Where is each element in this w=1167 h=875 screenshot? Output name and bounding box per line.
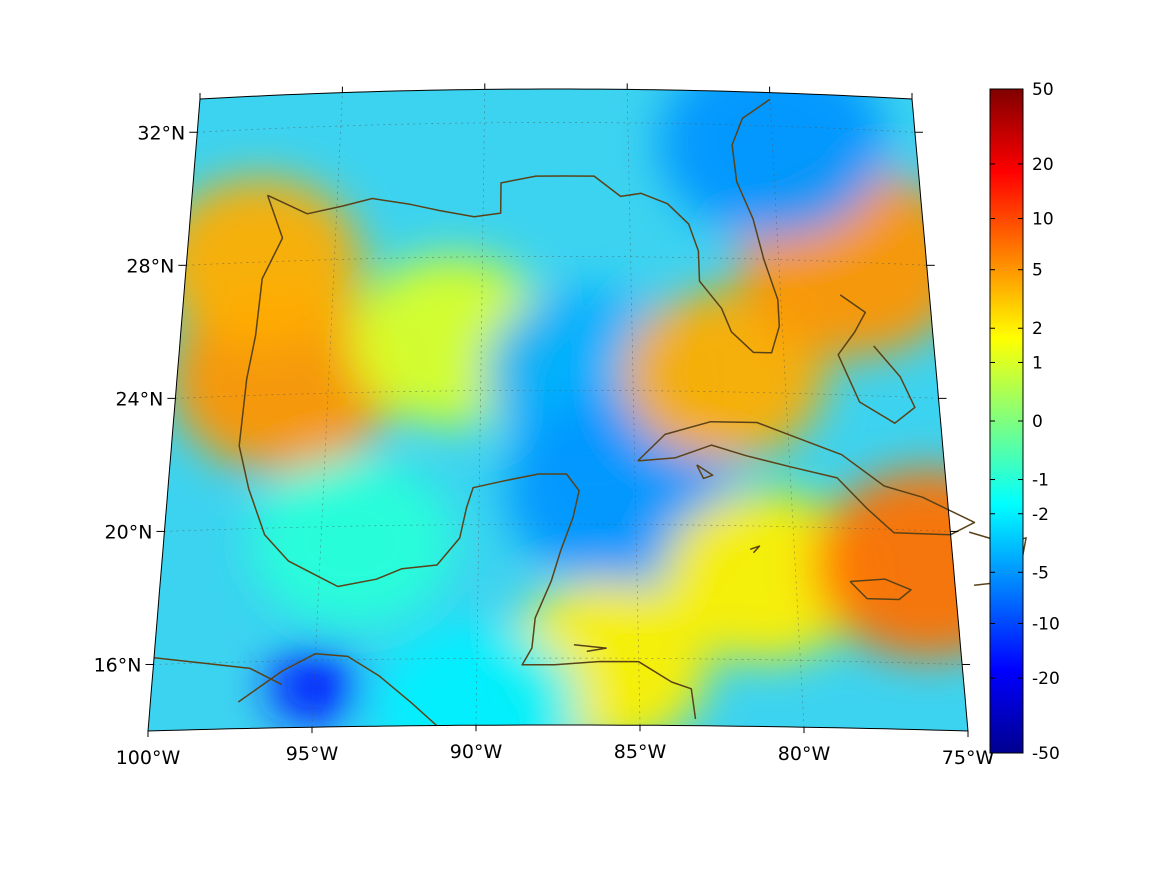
meridian-line [769,92,805,728]
field-region-georgia-coast-cold [658,89,887,238]
field-region-texas-coast [158,177,363,348]
lon-tick-label: 85°W [614,741,667,763]
field-region-tehuantepec-cold [268,649,360,726]
colorbar-tick-label: 0 [1032,412,1043,432]
meridian-line [311,92,343,728]
parallel-line [153,657,963,665]
longitude-labels: 100°W 95°W 90°W 85°W 80°W 75°W [116,741,995,769]
lat-tick-label: 24°N [115,388,163,410]
map-area [145,83,1027,737]
colorbar-tick-label: 20 [1032,155,1054,175]
colorbar-tick-label: 2 [1032,319,1043,339]
colorbar-gradient [990,89,1023,753]
lon-tick-label: 75°W [942,747,995,769]
colorbar-tick-label: 50 [1032,80,1054,100]
parallel-line [175,389,939,399]
lat-tick-label: 16°N [94,654,142,676]
anomaly-field [158,89,968,731]
field-region-pacific-south [374,623,579,731]
field-region-bay-of-campeche [250,457,455,628]
colorbar-tick-label: -5 [1032,563,1049,583]
coastline-segment [749,545,761,554]
coastline-segment [696,464,714,480]
colorbar-tick-label: -50 [1032,744,1060,764]
lon-tick-label: 95°W [286,743,339,765]
lon-tick-label: 80°W [778,743,831,765]
axis-labels: 100°W 95°W 90°W 85°W 80°W 75°W 32°N 28°N 24°N 20… [94,122,995,769]
lat-tick-label: 28°N [126,255,174,277]
lat-tick-label: 32°N [137,122,185,144]
lat-tick-label: 20°N [105,521,153,543]
colorbar-tick-label: -10 [1032,614,1060,634]
colorbar-tick-label: 10 [1032,210,1054,230]
colorbar-tick-label: -2 [1032,505,1049,525]
coastline-segment [637,420,976,536]
lon-tick-label: 100°W [116,747,181,769]
latitude-labels: 32°N 28°N 24°N 20°N 16°N [94,122,186,676]
coastline-segment [237,652,438,727]
colorbar-tick-label: 1 [1032,353,1043,373]
colorbar-tick-label: -1 [1032,471,1049,491]
coastline-segment [267,98,781,354]
parallel-line [164,523,951,532]
colorbar-tick-label: 5 [1032,261,1043,281]
field-region-florida-straits-warm [622,290,827,461]
coastline-segment [238,195,697,720]
field-region-caribbean-warm [662,491,867,662]
coastlines [153,98,1027,727]
field-region-windward-passage-warm [813,468,968,659]
coastline-segment [849,578,912,601]
colorbar-tick-label: -20 [1032,669,1060,689]
meridian-line [475,89,486,726]
coastline-segment [573,643,607,653]
frame-ticks [145,83,971,737]
lon-tick-label: 90°W [450,741,503,763]
coastline-segment [153,657,282,686]
coastline-segment [837,294,916,424]
